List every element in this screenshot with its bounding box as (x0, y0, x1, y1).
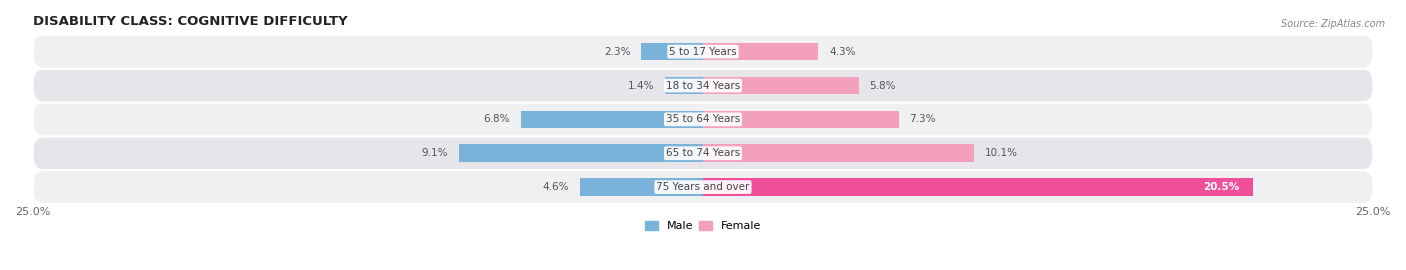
Text: 65 to 74 Years: 65 to 74 Years (666, 148, 740, 158)
Bar (703, 144, 974, 162)
Text: 75 Years and over: 75 Years and over (657, 182, 749, 192)
Text: 35 to 64 Years: 35 to 64 Years (666, 114, 740, 124)
FancyBboxPatch shape (32, 102, 1374, 136)
Text: 6.8%: 6.8% (484, 114, 510, 124)
FancyBboxPatch shape (32, 136, 1374, 170)
Text: 1.4%: 1.4% (628, 80, 655, 90)
Text: 4.6%: 4.6% (543, 182, 569, 192)
Bar (641, 43, 703, 60)
FancyBboxPatch shape (32, 170, 1374, 204)
Text: DISABILITY CLASS: COGNITIVE DIFFICULTY: DISABILITY CLASS: COGNITIVE DIFFICULTY (32, 15, 347, 28)
Text: 18 to 34 Years: 18 to 34 Years (666, 80, 740, 90)
Text: 2.3%: 2.3% (605, 47, 631, 57)
Bar (703, 77, 859, 94)
Text: 5 to 17 Years: 5 to 17 Years (669, 47, 737, 57)
Bar (579, 178, 703, 196)
Bar (703, 178, 1253, 196)
Bar (703, 43, 818, 60)
Text: 5.8%: 5.8% (869, 80, 896, 90)
Text: 10.1%: 10.1% (984, 148, 1018, 158)
Bar (458, 144, 703, 162)
Text: Source: ZipAtlas.com: Source: ZipAtlas.com (1281, 19, 1385, 29)
Text: 4.3%: 4.3% (830, 47, 855, 57)
Text: 20.5%: 20.5% (1204, 182, 1239, 192)
Bar (665, 77, 703, 94)
FancyBboxPatch shape (32, 35, 1374, 69)
Bar (520, 111, 703, 128)
FancyBboxPatch shape (32, 69, 1374, 102)
Legend: Male, Female: Male, Female (640, 216, 766, 236)
Text: 9.1%: 9.1% (422, 148, 449, 158)
Text: 7.3%: 7.3% (910, 114, 936, 124)
Bar (703, 111, 898, 128)
